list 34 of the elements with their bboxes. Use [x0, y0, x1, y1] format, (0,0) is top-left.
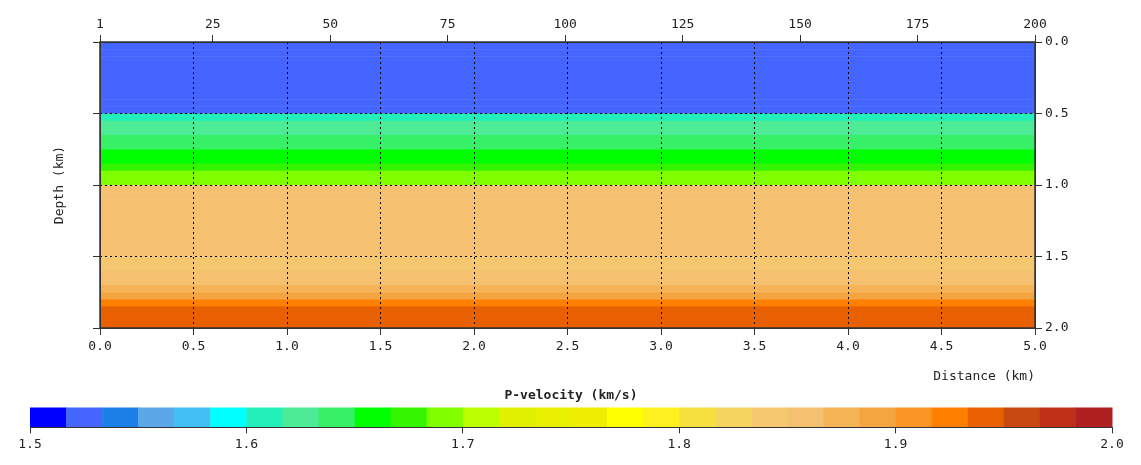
y-tick-label: 0.0: [1045, 33, 1069, 49]
x2-tick-label: 50: [322, 15, 339, 31]
x-tick-label: 4.0: [836, 338, 860, 354]
x2-tick-label: 25: [204, 15, 221, 31]
x-tick-label: 3.0: [649, 338, 673, 354]
color-bar-label: 1.5: [18, 435, 42, 451]
color-bar-label: 1.6: [234, 435, 259, 451]
x2-tick-label: 125: [670, 15, 695, 31]
x-tick-label: 4.5: [929, 338, 954, 354]
x2-tick-label: 100: [553, 15, 577, 31]
y-tick-label: 1.5: [1045, 247, 1069, 263]
y-axis-title: Depth (km): [51, 145, 67, 225]
x-tick-label: 0.0: [88, 338, 112, 354]
x-axis-title: Distance (km): [933, 367, 1035, 383]
x2-tick-label: 1: [96, 15, 104, 31]
color-bar-title: P-velocity (km/s): [504, 387, 638, 403]
x2-tick-label: 200: [1023, 15, 1047, 31]
color-bar-label: 1.8: [667, 435, 691, 451]
x-tick-label: 0.5: [181, 338, 206, 354]
x-tick-label: 1.0: [275, 338, 299, 354]
x-tick-label: 5.0: [1023, 338, 1047, 354]
x2-tick-label: 175: [905, 15, 930, 31]
color-bar-label: 1.7: [451, 435, 475, 451]
x2-tick-label: 75: [439, 15, 456, 31]
x-tick-label: 2.0: [462, 338, 486, 354]
color-bar-label: 2.0: [1100, 435, 1124, 451]
y-tick-label: 1.0: [1045, 176, 1069, 192]
y-tick-label: 2.0: [1045, 319, 1069, 335]
x2-tick-label: 150: [788, 15, 812, 31]
y-tick-label: 0.5: [1045, 104, 1069, 120]
x-tick-label: 3.5: [742, 338, 767, 354]
x-tick-label: 2.5: [555, 338, 580, 354]
x-tick-label: 1.5: [368, 338, 393, 354]
color-bar-label: 1.9: [883, 435, 908, 451]
